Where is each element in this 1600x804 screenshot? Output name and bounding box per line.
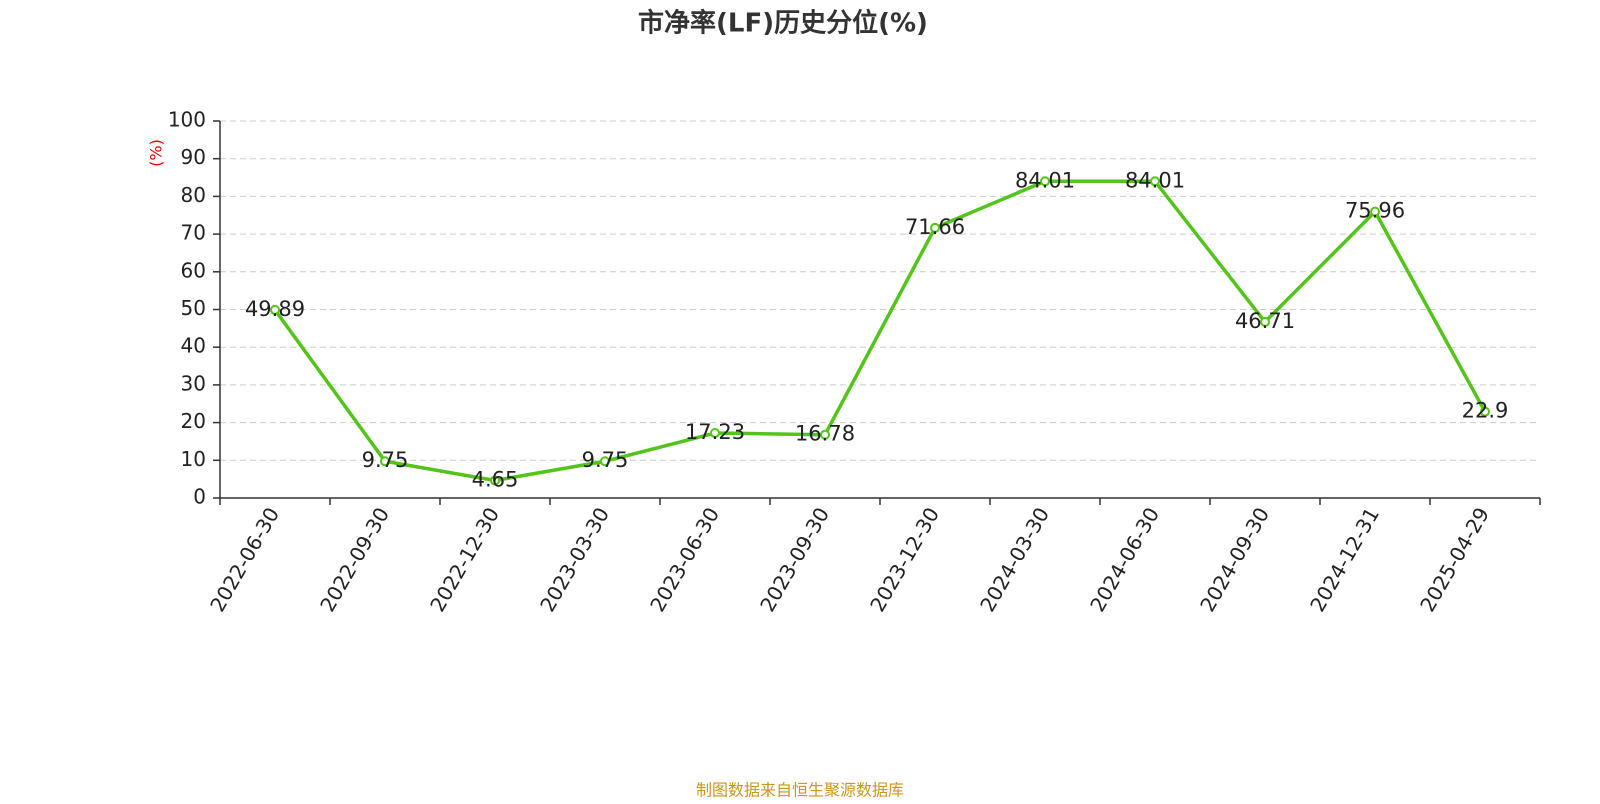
y-axis-label: (%) — [147, 139, 166, 167]
x-tick-label: 2024-06-30 — [1085, 503, 1164, 616]
x-tick-label: 2024-03-30 — [975, 503, 1054, 616]
data-label: 22.9 — [1462, 399, 1509, 423]
point — [1260, 316, 1270, 327]
data-label: 75.96 — [1345, 199, 1405, 223]
data-label: 9.75 — [362, 448, 409, 472]
y-tick-label: 0 — [193, 485, 206, 509]
data-label: 4.65 — [472, 467, 519, 491]
footer: 制图数据来自恒生聚源数据库 — [696, 781, 904, 800]
point — [1480, 406, 1490, 417]
x-tick-label: 2023-12-30 — [865, 503, 944, 616]
y-tick-label: 10 — [181, 447, 206, 471]
x-tick-label: 2023-03-30 — [535, 503, 614, 616]
y-tick-label: 40 — [181, 334, 206, 358]
line — [273, 179, 1487, 483]
y-tick-label: 20 — [181, 409, 206, 433]
data-label: 9.75 — [582, 448, 629, 472]
y-tick-label: 50 — [181, 296, 206, 320]
y-tick-label: 70 — [181, 221, 206, 245]
x-tick-label: 2023-09-30 — [755, 503, 834, 616]
y-tick-label: 30 — [181, 371, 206, 395]
point — [600, 456, 610, 467]
point — [380, 456, 390, 467]
point — [490, 475, 500, 486]
data-label: 49.89 — [245, 297, 305, 321]
chart-title: 市净率(LF)历史分位(%) — [638, 8, 928, 39]
x-tick-label: 2022-12-30 — [425, 503, 504, 616]
point — [1370, 206, 1380, 217]
x-tick-label: 2024-12-31 — [1305, 503, 1384, 616]
x-tick-label: 2022-06-30 — [205, 503, 284, 616]
y-tick-label: 60 — [181, 258, 206, 282]
point — [1040, 176, 1050, 187]
y-tick-label: 90 — [181, 145, 206, 169]
data-label: 71.66 — [905, 215, 965, 239]
x-tick-label: 2024-09-30 — [1195, 503, 1274, 616]
point — [270, 304, 280, 315]
x-tick-label: 2023-06-30 — [645, 503, 724, 616]
y-tick-label: 100 — [168, 108, 206, 132]
data-label: 46.71 — [1235, 309, 1295, 333]
data-label: 84.01 — [1125, 168, 1185, 192]
data-label: 16.78 — [795, 422, 855, 446]
point — [1150, 176, 1160, 187]
y-tick-label: 80 — [181, 183, 206, 207]
point — [930, 222, 940, 233]
point — [710, 428, 720, 439]
x-tick-label: 2025-04-29 — [1415, 503, 1494, 616]
point — [820, 429, 830, 440]
data-label: 17.23 — [685, 420, 745, 444]
data-label: 84.01 — [1015, 168, 1075, 192]
x-tick-label: 2022-09-30 — [315, 503, 394, 616]
